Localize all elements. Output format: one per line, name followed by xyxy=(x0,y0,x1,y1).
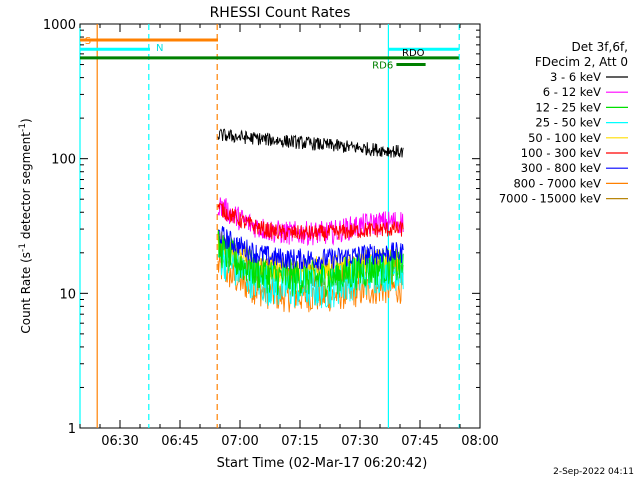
legend-label: 800 - 7000 keV xyxy=(513,176,601,190)
x-tick-label: 07:00 xyxy=(221,434,258,449)
legend-label: 25 - 50 keV xyxy=(535,116,601,130)
flag-bars: S N RDO RD6 xyxy=(80,36,459,72)
y-tick-label: 10 xyxy=(59,287,76,302)
x-tick-label: 07:45 xyxy=(401,434,438,449)
legend-label: 300 - 800 keV xyxy=(521,161,601,175)
chart-title: RHESSI Count Rates xyxy=(210,5,351,21)
legend-title-line1: Det 3f,6f, xyxy=(572,40,629,54)
x-tick-label: 07:15 xyxy=(281,434,318,449)
series-lines xyxy=(217,128,404,313)
series-line-100to300kev xyxy=(217,202,404,242)
flag-label-n: N xyxy=(156,43,163,54)
series-line-12to25kev xyxy=(217,229,404,298)
series-line-300to800kev xyxy=(217,226,404,270)
legend-label: 7000 - 15000 keV xyxy=(499,192,601,206)
x-tick-label: 06:45 xyxy=(161,434,198,449)
series-line-3to6kev xyxy=(217,128,404,158)
x-tick-label: 07:30 xyxy=(341,434,378,449)
x-axis-label: Start Time (02-Mar-17 06:20:42) xyxy=(217,456,428,471)
x-tick-label: 06:30 xyxy=(101,434,138,449)
legend-label: 100 - 300 keV xyxy=(521,146,601,160)
flag-label-rdo: RDO xyxy=(402,48,425,59)
y-tick-label: 1000 xyxy=(43,18,76,33)
x-axis-ticks: 06:30 06:45 07:00 07:15 07:30 07:45 08:00 xyxy=(79,24,499,449)
series-line-800to7000kev xyxy=(217,251,404,313)
x-tick-label: 08:00 xyxy=(461,434,498,449)
legend-label: 6 - 12 keV xyxy=(543,85,601,99)
flag-label-rd6: RD6 xyxy=(372,61,393,72)
legend-label: 50 - 100 keV xyxy=(528,131,601,145)
y-axis-ticks: 1 10 100 1000 xyxy=(43,18,480,437)
footer-timestamp: 2-Sep-2022 04:11 xyxy=(553,467,634,477)
legend-label: 3 - 6 keV xyxy=(550,70,601,84)
legend-title-line2: FDecim 2, Att 0 xyxy=(535,55,628,69)
y-axis-label: Count Rate (s-1 detector segment-1) xyxy=(18,118,33,333)
legend-label: 12 - 25 keV xyxy=(535,100,601,114)
y-tick-label: 100 xyxy=(51,153,76,168)
flag-label-s: S xyxy=(85,36,91,47)
y-tick-label: 1 xyxy=(68,422,76,437)
